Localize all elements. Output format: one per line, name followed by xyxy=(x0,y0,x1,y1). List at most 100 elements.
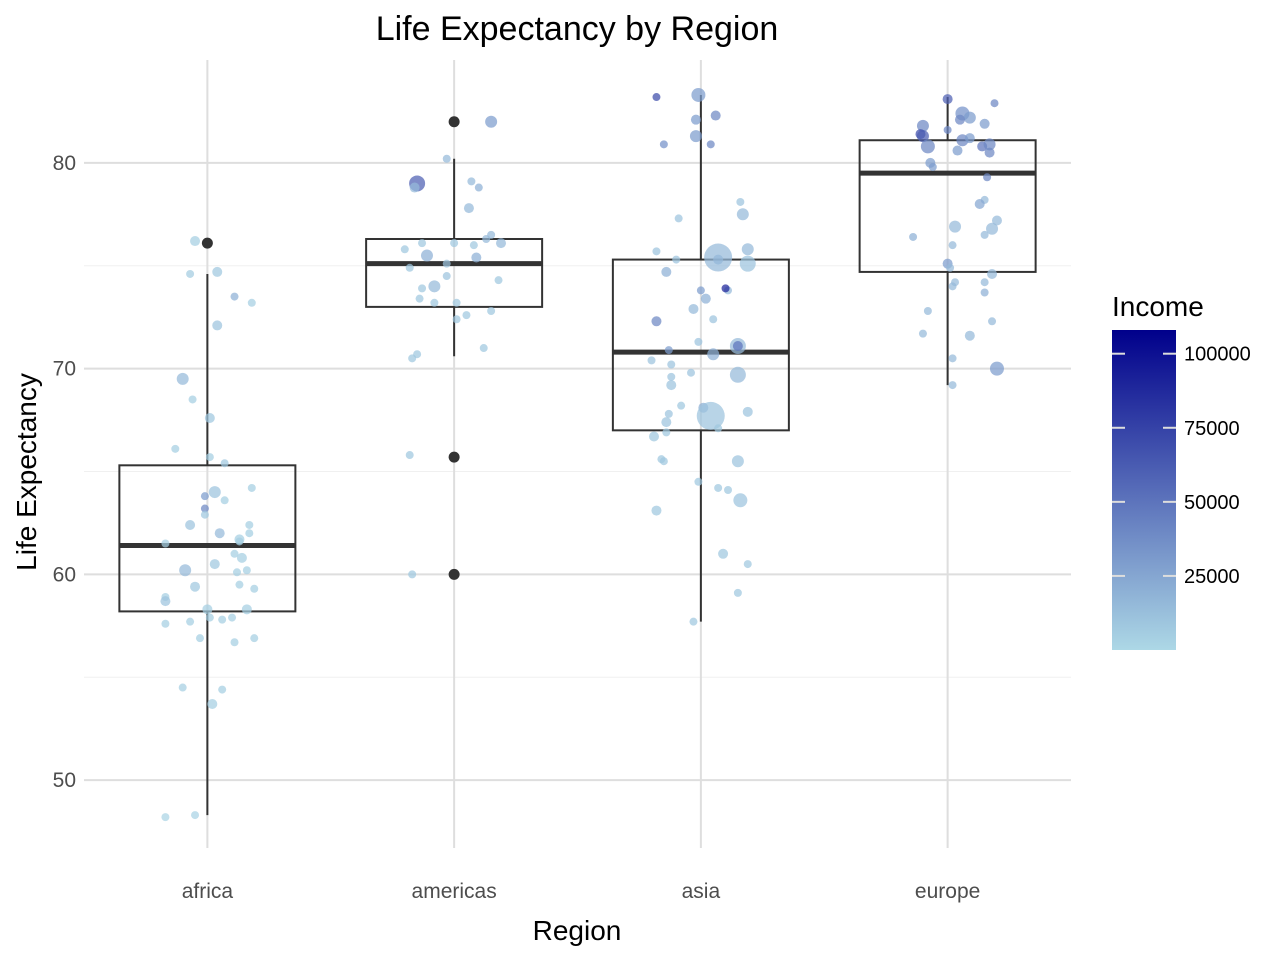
data-point xyxy=(948,381,957,390)
data-point xyxy=(487,307,496,316)
data-point xyxy=(190,581,201,592)
data-point xyxy=(648,431,659,442)
data-point xyxy=(691,87,706,102)
data-point xyxy=(736,197,745,206)
data-point xyxy=(247,483,256,492)
data-point xyxy=(661,266,672,277)
data-point xyxy=(980,278,989,287)
data-point xyxy=(942,94,953,105)
data-point xyxy=(452,298,461,307)
data-point xyxy=(485,115,498,128)
x-tick-label: africa xyxy=(182,880,234,903)
data-point xyxy=(188,395,197,404)
x-axis-title: Region xyxy=(533,915,622,946)
data-point xyxy=(208,486,221,499)
data-point xyxy=(731,455,744,468)
data-point xyxy=(694,337,703,346)
data-point xyxy=(232,568,241,577)
data-point xyxy=(212,320,223,331)
data-point xyxy=(743,560,752,569)
legend-ticks: 25000 50000 75000 100000 xyxy=(1112,344,1251,588)
data-point xyxy=(474,183,483,192)
data-point xyxy=(408,354,417,363)
data-point xyxy=(207,698,218,709)
data-point xyxy=(700,293,711,304)
data-point xyxy=(980,288,989,297)
data-point xyxy=(733,493,748,508)
data-point xyxy=(923,307,932,316)
data-point xyxy=(983,173,992,182)
data-point xyxy=(964,330,975,341)
data-point xyxy=(948,354,957,363)
box-europe xyxy=(858,97,1037,386)
data-point xyxy=(986,222,999,235)
data-point xyxy=(689,617,698,626)
data-point xyxy=(739,255,756,272)
data-point xyxy=(990,99,999,108)
data-point xyxy=(916,119,929,132)
legend-tick-label: 25000 xyxy=(1184,566,1240,588)
data-point xyxy=(212,266,223,277)
box-layer xyxy=(118,94,1037,816)
data-point xyxy=(991,215,1002,226)
y-axis-title: Life Expectancy xyxy=(11,373,42,571)
legend-tick-label: 100000 xyxy=(1184,344,1251,366)
box-asia xyxy=(611,94,790,622)
data-point xyxy=(714,424,723,433)
data-point xyxy=(672,255,681,264)
data-point xyxy=(736,208,749,221)
data-point xyxy=(979,118,990,129)
data-point xyxy=(909,232,918,241)
color-bar xyxy=(1112,330,1176,650)
data-point xyxy=(651,316,662,327)
data-point xyxy=(400,245,409,254)
data-point xyxy=(205,613,214,622)
data-point xyxy=(235,537,244,546)
data-point xyxy=(964,133,975,144)
data-point xyxy=(467,177,476,186)
data-point xyxy=(494,276,503,285)
data-point xyxy=(236,552,247,563)
data-point xyxy=(450,239,459,248)
x-tick-label: europe xyxy=(915,880,980,903)
data-point xyxy=(694,477,703,486)
data-point xyxy=(462,311,471,320)
data-point xyxy=(205,453,214,462)
legend-tick-label: 50000 xyxy=(1184,492,1240,514)
data-point xyxy=(209,559,220,570)
data-point xyxy=(651,505,662,516)
data-point xyxy=(245,529,254,538)
data-point xyxy=(214,528,225,539)
data-point xyxy=(242,566,251,575)
data-point xyxy=(963,111,976,124)
data-point xyxy=(250,584,259,593)
data-point xyxy=(729,366,746,383)
data-point xyxy=(405,451,414,460)
data-point xyxy=(430,298,439,307)
data-point xyxy=(161,813,170,822)
data-point xyxy=(706,140,715,149)
outlier-point xyxy=(448,568,460,580)
data-point xyxy=(666,380,677,391)
data-point xyxy=(667,372,676,381)
data-point xyxy=(674,214,683,223)
data-point xyxy=(983,138,996,151)
data-point xyxy=(984,147,995,158)
data-point xyxy=(662,428,671,437)
data-point xyxy=(696,286,705,295)
data-point xyxy=(664,409,673,418)
box-iqr xyxy=(858,139,1037,273)
data-point xyxy=(415,294,424,303)
data-point xyxy=(690,114,701,125)
income-legend: Income 25000 50000 75000 100000 xyxy=(1112,291,1251,650)
data-point xyxy=(659,140,668,149)
data-point xyxy=(948,282,957,291)
data-point xyxy=(954,114,965,125)
data-point xyxy=(191,811,200,820)
data-point xyxy=(186,617,195,626)
data-point xyxy=(482,234,491,243)
data-point xyxy=(496,238,507,249)
data-point xyxy=(186,269,195,278)
data-point xyxy=(652,93,661,102)
data-point xyxy=(409,182,420,193)
